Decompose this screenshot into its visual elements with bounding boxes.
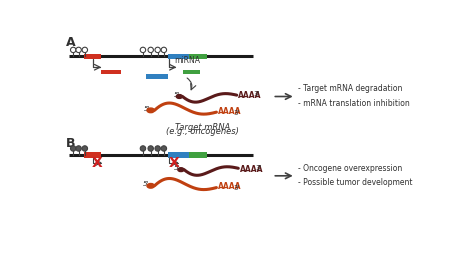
Text: (e.g., oncogenes): (e.g., oncogenes): [166, 127, 239, 136]
Text: 3': 3': [234, 110, 240, 116]
Text: X: X: [169, 156, 179, 170]
Bar: [190, 54, 207, 59]
Circle shape: [155, 146, 160, 151]
Bar: [84, 54, 101, 59]
Text: 3': 3': [255, 165, 262, 170]
Circle shape: [71, 146, 76, 151]
Circle shape: [161, 146, 166, 151]
Ellipse shape: [147, 108, 155, 113]
Text: 3': 3': [254, 91, 260, 97]
Text: 5': 5': [144, 106, 150, 112]
Circle shape: [161, 47, 166, 53]
Text: 3': 3': [234, 185, 240, 191]
Bar: [146, 74, 168, 79]
Text: miRNA: miRNA: [174, 56, 200, 65]
Bar: [168, 152, 190, 158]
Text: 5': 5': [143, 181, 149, 187]
Circle shape: [155, 47, 160, 53]
Text: AAAA: AAAA: [218, 107, 241, 116]
Text: - Possible tumor development: - Possible tumor development: [298, 178, 412, 187]
Bar: [168, 54, 190, 59]
Text: AAAA: AAAA: [240, 165, 264, 173]
Ellipse shape: [147, 183, 155, 188]
Circle shape: [148, 47, 154, 53]
Text: - Oncogene overexpression: - Oncogene overexpression: [298, 164, 402, 173]
Circle shape: [76, 146, 82, 151]
Text: AAAA: AAAA: [238, 91, 262, 100]
Circle shape: [82, 47, 88, 53]
Ellipse shape: [178, 168, 184, 172]
Text: AAAA: AAAA: [218, 182, 241, 191]
Text: 5': 5': [174, 92, 180, 98]
Text: - Target mRNA degradation: - Target mRNA degradation: [298, 85, 402, 93]
Bar: [101, 70, 121, 74]
Text: A: A: [65, 36, 75, 49]
Circle shape: [140, 47, 146, 53]
Circle shape: [140, 146, 146, 151]
Circle shape: [82, 146, 88, 151]
Ellipse shape: [176, 95, 182, 98]
Bar: [190, 152, 207, 158]
Circle shape: [148, 146, 154, 151]
Bar: [183, 70, 201, 74]
Text: B: B: [65, 137, 75, 150]
Text: Target mRNA: Target mRNA: [175, 123, 230, 132]
Text: - mRNA translation inhibition: - mRNA translation inhibition: [298, 99, 410, 108]
Text: 5': 5': [174, 165, 180, 171]
Bar: [84, 152, 101, 158]
Circle shape: [76, 47, 82, 53]
Text: X: X: [92, 156, 102, 170]
Circle shape: [71, 47, 76, 53]
